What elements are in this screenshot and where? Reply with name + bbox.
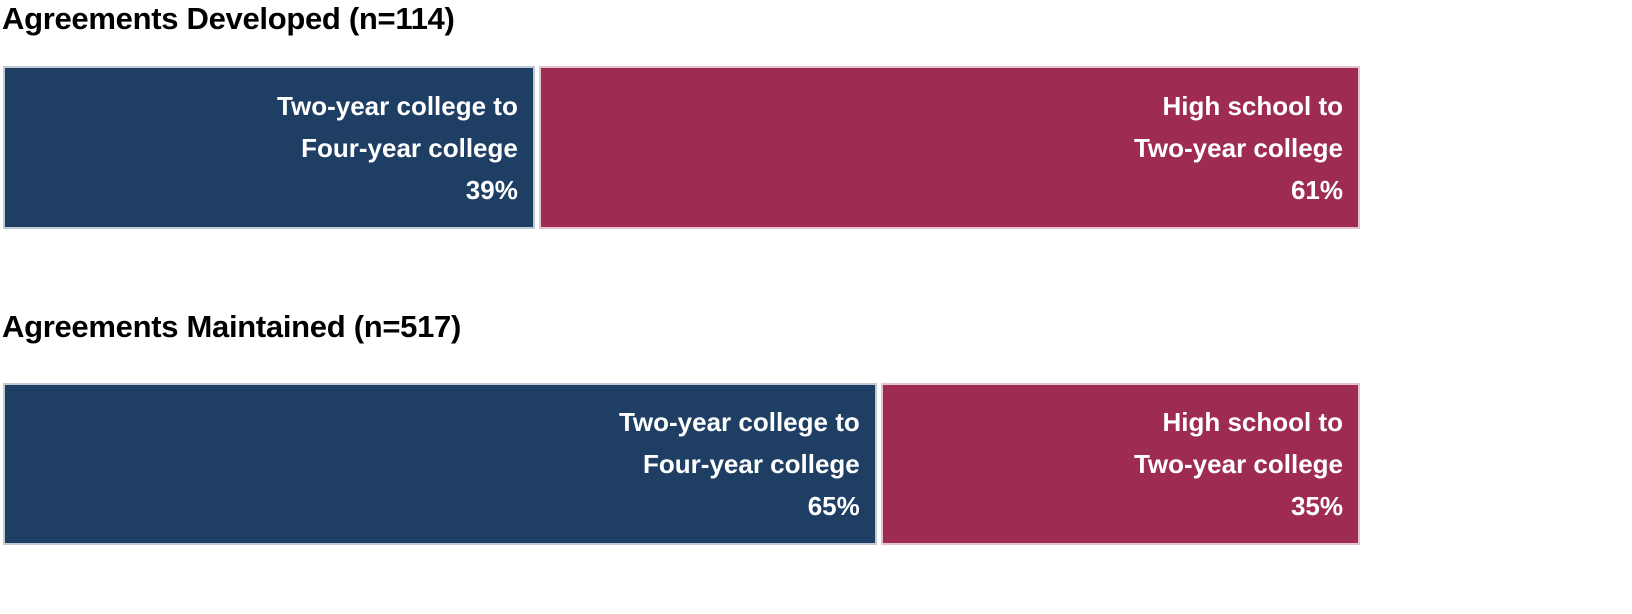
- segment-two-year-to-four-year: Two-year college to Four-year college 65…: [3, 383, 877, 545]
- segment-label-line: Two-year college: [1133, 132, 1343, 163]
- segment-value-label: 39%: [465, 174, 518, 205]
- chart-title-agreements-maintained: Agreements Maintained (n=517): [2, 309, 462, 344]
- stacked-bar-agreements-maintained: Two-year college to Four-year college 65…: [3, 383, 1360, 545]
- segment-two-year-to-four-year: Two-year college to Four-year college 39…: [3, 66, 535, 229]
- segment-high-school-to-two-year: High school to Two-year college 35%: [880, 383, 1360, 545]
- segment-label-line: High school to: [1162, 407, 1343, 437]
- stacked-bar-agreements-developed: Two-year college to Four-year college 39…: [3, 66, 1360, 229]
- segment-label-line: Two-year college: [1133, 449, 1343, 479]
- segment-label-line: Two-year college to: [277, 90, 518, 121]
- segment-value-label: 61%: [1290, 174, 1343, 205]
- segment-value-label: 65%: [807, 491, 860, 521]
- segment-label-line: High school to: [1162, 90, 1343, 121]
- segment-high-school-to-two-year: High school to Two-year college 61%: [538, 66, 1360, 229]
- segment-label-line: Four-year college: [643, 449, 860, 479]
- segment-label-line: Two-year college to: [618, 407, 860, 437]
- segment-value-label: 35%: [1290, 491, 1343, 521]
- chart-title-agreements-developed: Agreements Developed (n=114): [2, 1, 455, 36]
- segment-label-line: Four-year college: [301, 132, 518, 163]
